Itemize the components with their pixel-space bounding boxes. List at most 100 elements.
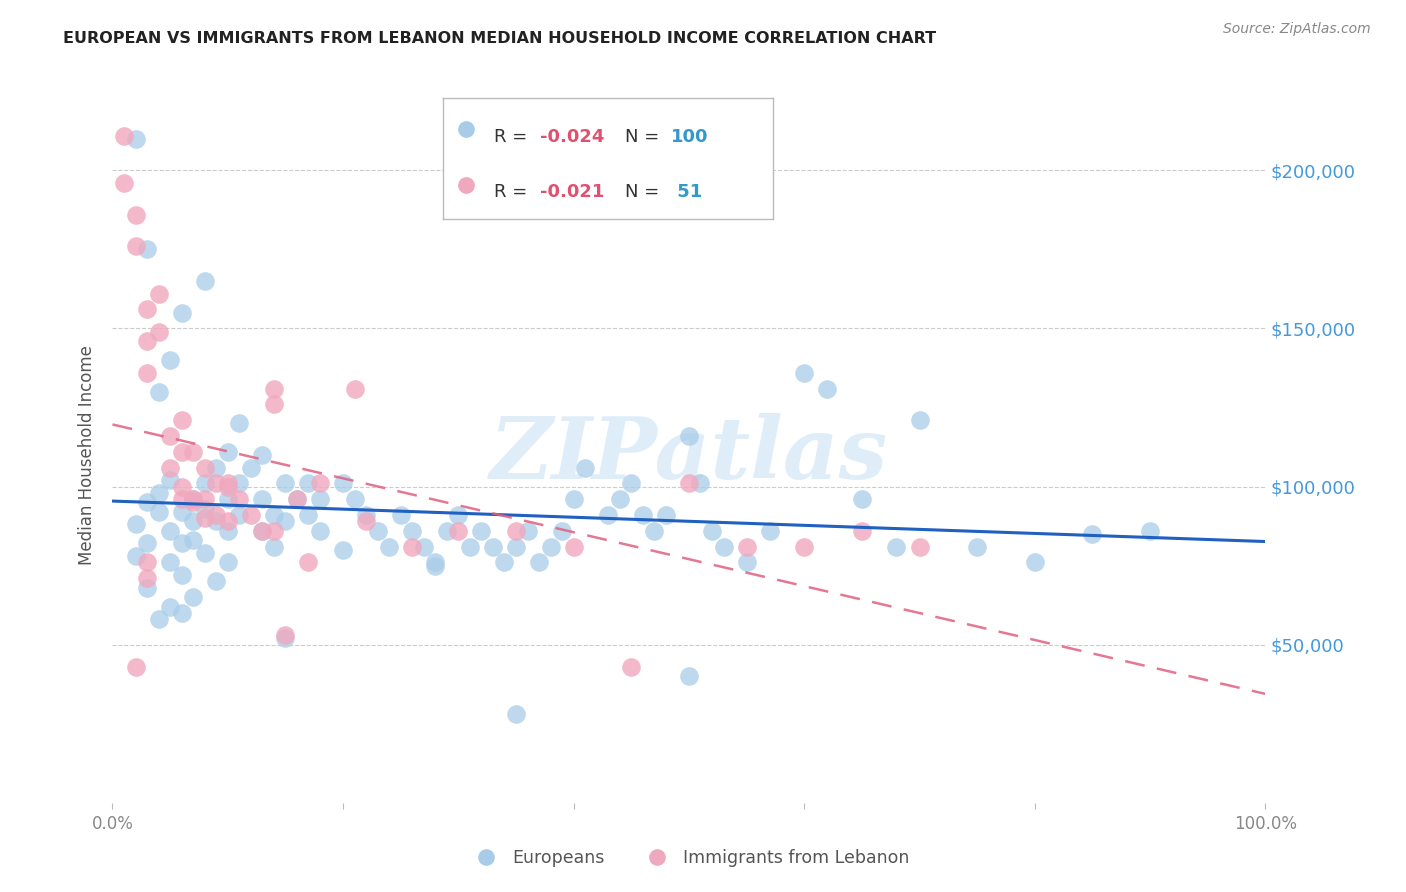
Point xyxy=(643,524,665,538)
Point xyxy=(170,305,193,319)
Point xyxy=(274,628,297,642)
Point xyxy=(124,660,146,674)
Point xyxy=(620,476,643,491)
Point xyxy=(425,556,447,570)
Point xyxy=(112,128,135,143)
Text: -0.021: -0.021 xyxy=(540,183,605,201)
Point xyxy=(170,536,193,550)
Point xyxy=(194,546,217,560)
Point xyxy=(562,492,585,507)
Point xyxy=(124,131,146,145)
Point xyxy=(205,514,228,528)
Point xyxy=(758,524,780,538)
Point xyxy=(170,568,193,582)
Point xyxy=(124,549,146,563)
Point xyxy=(655,508,678,522)
Point xyxy=(159,556,181,570)
Text: N =: N = xyxy=(624,183,665,201)
Point xyxy=(217,444,239,458)
Text: -0.024: -0.024 xyxy=(540,128,605,145)
Point xyxy=(170,606,193,620)
Point xyxy=(297,508,319,522)
Point xyxy=(170,413,193,427)
Point xyxy=(309,476,332,491)
Point xyxy=(263,382,285,396)
Point xyxy=(181,514,204,528)
Point xyxy=(309,524,332,538)
Point xyxy=(378,540,401,554)
Point xyxy=(148,325,170,339)
Point xyxy=(274,514,297,528)
Point xyxy=(217,479,239,493)
Point xyxy=(170,479,193,493)
Point xyxy=(297,556,319,570)
Point xyxy=(851,492,873,507)
Point xyxy=(343,382,366,396)
Point xyxy=(1024,556,1046,570)
Point xyxy=(124,517,146,532)
Point xyxy=(228,476,250,491)
Point xyxy=(205,460,228,475)
Y-axis label: Median Household Income: Median Household Income xyxy=(77,345,96,565)
Point xyxy=(274,476,297,491)
Point xyxy=(631,508,654,522)
Point xyxy=(136,302,159,317)
Point xyxy=(194,476,217,491)
Point xyxy=(136,243,159,257)
Point xyxy=(252,492,274,507)
Point xyxy=(263,524,285,538)
Point xyxy=(700,524,723,538)
Point xyxy=(148,612,170,626)
Point xyxy=(332,542,354,557)
Point xyxy=(263,508,285,522)
Point xyxy=(815,382,838,396)
Point xyxy=(562,540,585,554)
Point xyxy=(735,540,758,554)
Text: 100: 100 xyxy=(671,128,709,145)
Point xyxy=(263,397,285,411)
Point xyxy=(136,556,159,570)
Point xyxy=(217,492,239,507)
Point xyxy=(620,660,643,674)
Point xyxy=(401,540,423,554)
Point xyxy=(436,524,458,538)
Point xyxy=(401,524,423,538)
Point xyxy=(527,556,550,570)
Point xyxy=(886,540,908,554)
Point xyxy=(713,540,735,554)
Point xyxy=(425,558,447,573)
Point xyxy=(412,540,434,554)
Point xyxy=(239,460,262,475)
Point xyxy=(678,429,700,443)
Point xyxy=(309,492,332,507)
Point xyxy=(735,556,758,570)
Point xyxy=(181,495,204,509)
Text: EUROPEAN VS IMMIGRANTS FROM LEBANON MEDIAN HOUSEHOLD INCOME CORRELATION CHART: EUROPEAN VS IMMIGRANTS FROM LEBANON MEDI… xyxy=(63,31,936,46)
Point xyxy=(159,599,181,614)
Point xyxy=(678,669,700,683)
Point xyxy=(609,492,631,507)
Point xyxy=(851,524,873,538)
Point xyxy=(516,524,538,538)
Point xyxy=(494,556,516,570)
Point xyxy=(793,540,815,554)
Point xyxy=(170,505,193,519)
Point xyxy=(194,501,217,516)
Point xyxy=(252,524,274,538)
Point xyxy=(343,492,366,507)
Point xyxy=(136,495,159,509)
Point xyxy=(458,540,481,554)
Point xyxy=(239,508,262,522)
Point xyxy=(148,384,170,399)
Point xyxy=(228,417,250,431)
Point xyxy=(217,556,239,570)
Point xyxy=(389,508,412,522)
Point xyxy=(159,353,181,368)
Point xyxy=(285,492,308,507)
Point xyxy=(217,524,239,538)
Point xyxy=(217,476,239,491)
Point xyxy=(551,524,574,538)
Point xyxy=(148,486,170,500)
Point xyxy=(505,707,527,722)
Point xyxy=(148,286,170,301)
